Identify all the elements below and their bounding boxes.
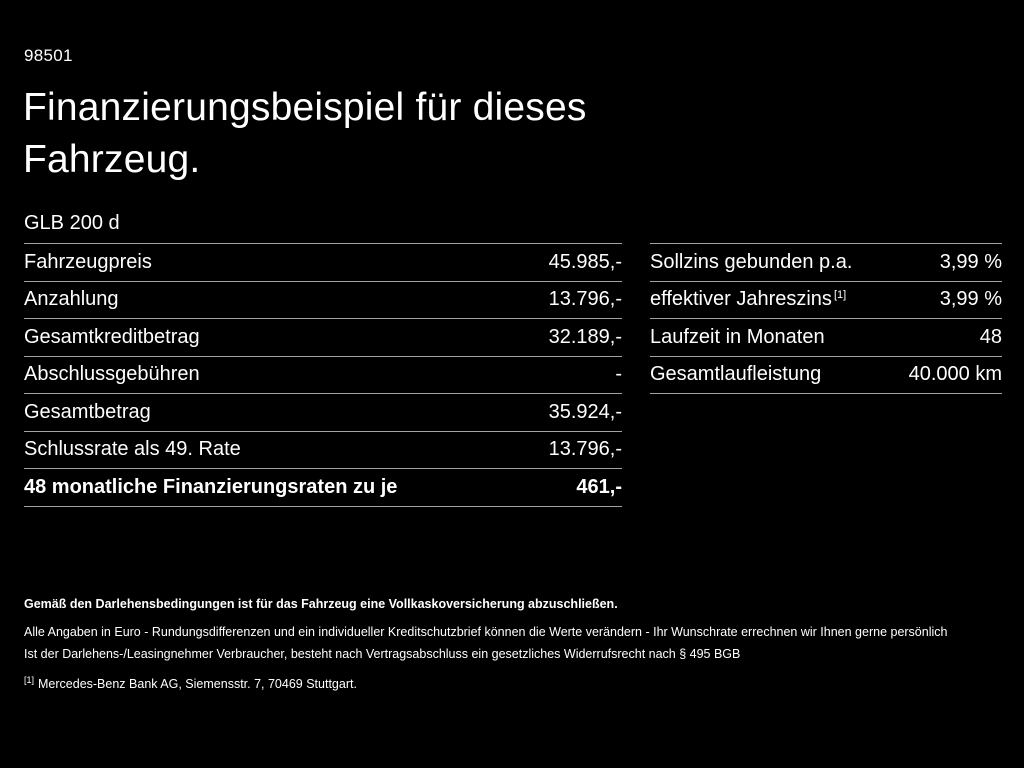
row-value: 35.924,- (548, 400, 622, 423)
table-row: Schlussrate als 49. Rate 13.796,- (24, 432, 622, 469)
row-value: 32.189,- (548, 325, 622, 348)
row-value: 40.000 km (908, 363, 1002, 386)
legal-footer: Gemäß den Darlehensbedingungen ist für d… (24, 597, 994, 691)
page-title-line2: Fahrzeug. (23, 138, 201, 181)
row-label: Laufzeit in Monaten (650, 325, 825, 348)
table-row: Gesamtlaufleistung 40.000 km (650, 357, 1002, 394)
row-label: Gesamtkreditbetrag (24, 325, 200, 348)
table-row: Sollzins gebunden p.a. 3,99 % (650, 244, 1002, 282)
row-label: Anzahlung (24, 288, 119, 311)
interest-table: Sollzins gebunden p.a. 3,99 % effektiver… (650, 243, 1002, 394)
table-row: Abschlussgebühren - (24, 357, 622, 394)
row-label: Schlussrate als 49. Rate (24, 438, 241, 461)
row-label: Abschlussgebühren (24, 363, 200, 386)
insurance-note: Gemäß den Darlehensbedingungen ist für d… (24, 597, 618, 611)
row-label: Fahrzeugpreis (24, 250, 152, 273)
footnote-text: Mercedes-Benz Bank AG, Siemensstr. 7, 70… (38, 677, 357, 692)
table-row: Fahrzeugpreis 45.985,- (24, 244, 622, 282)
doc-number: 98501 (24, 46, 73, 65)
finance-table: Fahrzeugpreis 45.985,- Anzahlung 13.796,… (24, 243, 622, 507)
row-value: 3,99 % (939, 288, 1002, 311)
row-label: Gesamtbetrag (24, 400, 151, 423)
table-row: Laufzeit in Monaten 48 (650, 319, 1002, 357)
table-row: effektiver Jahreszins [1] 3,99 % (650, 282, 1002, 319)
row-value: 13.796,- (548, 438, 622, 461)
table-row: Anzahlung 13.796,- (24, 282, 622, 319)
table-row: Gesamtkreditbetrag 32.189,- (24, 319, 622, 357)
page-title-line1: Finanzierungsbeispiel für dieses (23, 86, 587, 129)
page-title: Finanzierungsbeispiel für dieses Fahrzeu… (23, 82, 587, 186)
row-value: 13.796,- (548, 288, 622, 311)
withdrawal-note: Ist der Darlehens-/Leasingnehmer Verbrau… (24, 647, 741, 661)
row-label: 48 monatliche Finanzierungsraten zu je (24, 475, 398, 498)
row-value: 48 (979, 325, 1002, 348)
row-value: 461,- (576, 475, 622, 498)
row-value: - (615, 363, 622, 386)
bank-footnote: [1] Mercedes-Benz Bank AG, Siemensstr. 7,… (24, 673, 994, 691)
row-value: 45.985,- (548, 250, 622, 273)
table-row: Gesamtbetrag 35.924,- (24, 394, 622, 432)
footnote-ref: [1] (833, 288, 847, 301)
table-row-monthly-rate: 48 monatliche Finanzierungsraten zu je 4… (24, 469, 622, 507)
row-label: Gesamtlaufleistung (650, 363, 822, 386)
footnote-marker: [1] (24, 675, 35, 685)
row-value: 3,99 % (939, 250, 1002, 273)
euro-note: Alle Angaben in Euro - Rundungsdifferenz… (24, 625, 948, 639)
row-label: effektiver Jahreszins [1] (650, 288, 847, 311)
row-label: Sollzins gebunden p.a. (650, 250, 853, 273)
model-name: GLB 200 d (24, 212, 120, 234)
